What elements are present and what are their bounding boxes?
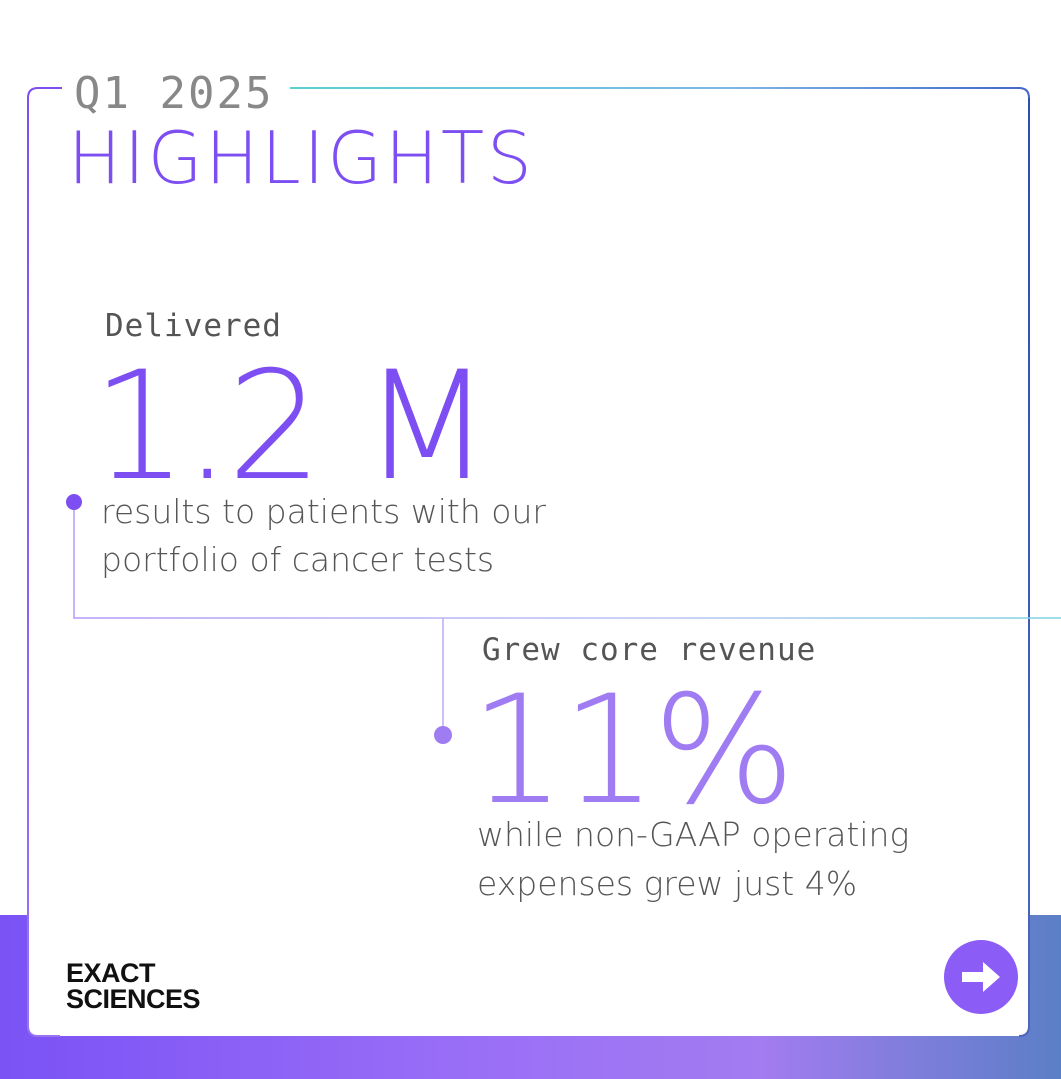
arrow-right-icon <box>962 962 1000 992</box>
stat1-value: 1.2 M <box>92 340 492 514</box>
stat2-label: Grew core revenue <box>482 632 817 668</box>
quarter-label: Q1 2025 <box>72 68 280 120</box>
next-button[interactable] <box>944 940 1018 1014</box>
stat1-dot <box>66 494 82 510</box>
stat2-value: 11% <box>470 664 795 838</box>
page-title: HIGHLIGHTS <box>68 116 535 200</box>
stat1-desc-line1: results to patients with our <box>101 492 546 531</box>
stat2-desc-line2: expenses grew just 4% <box>477 864 858 903</box>
stat2-dot <box>434 726 452 744</box>
stat1-label: Delivered <box>105 308 282 344</box>
stat1-desc-line2: portfolio of cancer tests <box>101 540 495 579</box>
logo-line2: SCIENCES <box>66 984 201 1014</box>
logo-line1: EXACT <box>66 958 156 988</box>
exact-sciences-logo: EXACT SCIENCES <box>66 958 226 1014</box>
stat2-desc-line1: while non-GAAP operating <box>477 815 910 854</box>
